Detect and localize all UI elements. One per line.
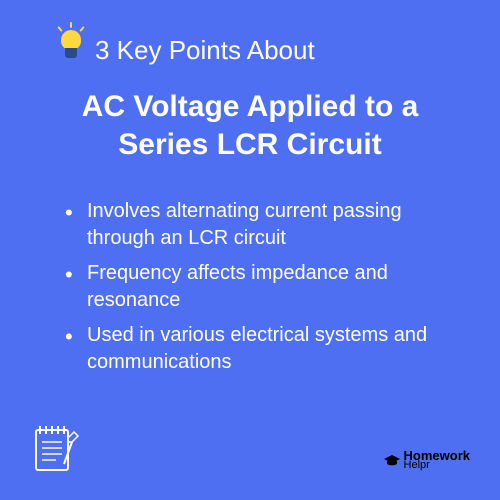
notepad-icon [30,420,80,475]
subtitle-text: 3 Key Points About [95,35,315,66]
brand-text: Homework Helpr [404,450,470,470]
main-title: AC Voltage Applied to a Series LCR Circu… [35,88,465,163]
infographic-card: 3 Key Points About AC Voltage Applied to… [0,0,500,500]
header-row: 3 Key Points About [55,30,465,70]
list-item: Frequency affects impedance and resonanc… [65,260,445,314]
lightbulb-icon [55,30,87,70]
list-item: Used in various electrical systems and c… [65,322,445,376]
brand-logo: Homework Helpr [383,450,470,470]
list-item: Involves alternating current passing thr… [65,198,445,252]
key-points-list: Involves alternating current passing thr… [35,198,465,376]
graduation-cap-icon [383,454,401,466]
